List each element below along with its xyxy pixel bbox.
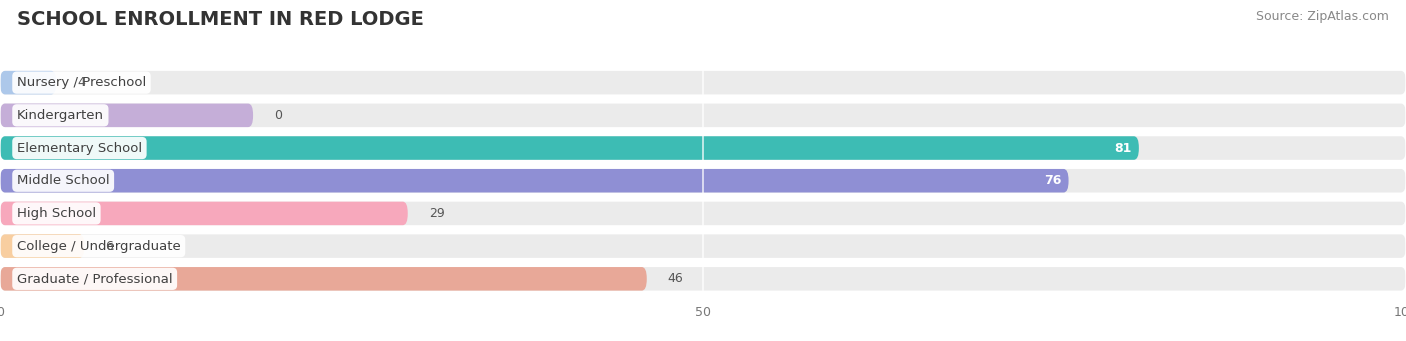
Text: Graduate / Professional: Graduate / Professional: [17, 272, 173, 285]
Text: 81: 81: [1115, 142, 1132, 154]
Text: Middle School: Middle School: [17, 174, 110, 187]
FancyBboxPatch shape: [0, 104, 1406, 127]
Text: Kindergarten: Kindergarten: [17, 109, 104, 122]
Text: Elementary School: Elementary School: [17, 142, 142, 154]
Text: Nursery / Preschool: Nursery / Preschool: [17, 76, 146, 89]
FancyBboxPatch shape: [0, 136, 1139, 160]
Text: 4: 4: [77, 76, 86, 89]
Text: 46: 46: [668, 272, 683, 285]
Text: 0: 0: [274, 109, 283, 122]
FancyBboxPatch shape: [0, 169, 1406, 193]
Text: 29: 29: [429, 207, 444, 220]
FancyBboxPatch shape: [0, 234, 1406, 258]
FancyBboxPatch shape: [0, 202, 1406, 225]
FancyBboxPatch shape: [0, 71, 1406, 94]
FancyBboxPatch shape: [0, 136, 1406, 160]
Text: 76: 76: [1045, 174, 1062, 187]
FancyBboxPatch shape: [0, 202, 408, 225]
FancyBboxPatch shape: [0, 267, 647, 291]
FancyBboxPatch shape: [0, 169, 1069, 193]
Text: SCHOOL ENROLLMENT IN RED LODGE: SCHOOL ENROLLMENT IN RED LODGE: [17, 10, 423, 29]
Text: College / Undergraduate: College / Undergraduate: [17, 240, 180, 253]
Text: High School: High School: [17, 207, 96, 220]
Text: Source: ZipAtlas.com: Source: ZipAtlas.com: [1256, 10, 1389, 23]
FancyBboxPatch shape: [0, 234, 84, 258]
FancyBboxPatch shape: [0, 267, 1406, 291]
Text: 6: 6: [105, 240, 114, 253]
FancyBboxPatch shape: [0, 104, 253, 127]
FancyBboxPatch shape: [0, 71, 56, 94]
